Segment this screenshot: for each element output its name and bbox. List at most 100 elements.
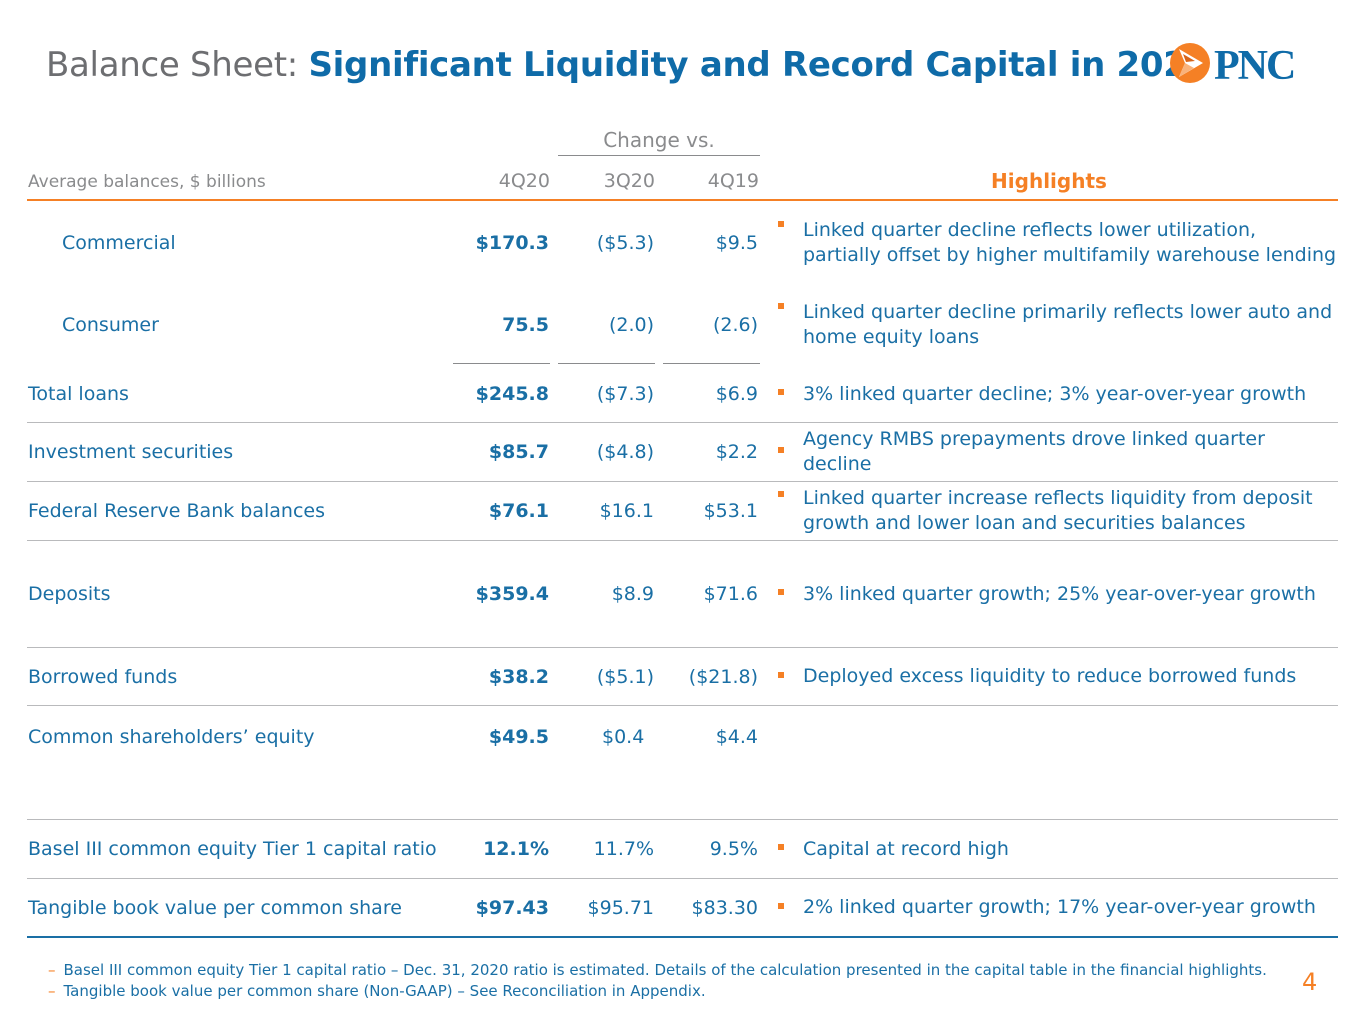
table-row-total-loans: Total loans $245.8 ($7.3) $6.9 3% linked… (0, 366, 1365, 422)
row-label: Investment securities (28, 441, 234, 463)
cell-4q19: $2.2 (715, 441, 758, 463)
cell-3q20: 11.7% (593, 838, 654, 860)
highlight: 3% linked quarter growth; 25% year-over-… (778, 541, 1338, 647)
table-row-investment-securities: Investment securities $85.7 ($4.8) $2.2 … (0, 423, 1365, 481)
cell-3q20: $95.71 (587, 896, 654, 919)
cell-4q20: $85.7 (488, 441, 549, 463)
cell-4q20: 12.1% (483, 838, 549, 860)
cell-4q19: $71.6 (703, 583, 758, 605)
col-header-4q19: 4Q19 (707, 170, 759, 192)
cell-3q20: ($5.1) (596, 665, 654, 688)
row-divider (27, 647, 1338, 648)
row-divider (27, 878, 1338, 879)
cell-4q20: $359.4 (475, 583, 549, 605)
row-divider (27, 819, 1338, 820)
bullet-icon (778, 589, 784, 595)
cell-4q19: $83.30 (691, 896, 758, 919)
row-label: Basel III common equity Tier 1 capital r… (28, 838, 437, 860)
highlight-text: 3% linked quarter decline; 3% year-over-… (803, 382, 1307, 405)
row-label: Common shareholders’ equity (28, 726, 315, 748)
subtotal-rule-4q20 (453, 363, 550, 364)
bullet-icon (778, 844, 784, 850)
table-row-deposits: Deposits $359.4 $8.9 $71.6 3% linked qua… (0, 541, 1365, 647)
bullet-icon (778, 491, 784, 497)
highlight-text: Capital at record high (803, 837, 1009, 860)
pnc-triangle-logo-icon (1170, 43, 1210, 83)
cell-4q20: $49.5 (488, 726, 549, 748)
col-header-3q20: 3Q20 (603, 170, 655, 192)
bullet-icon (778, 221, 784, 227)
logo-text: PNC (1214, 43, 1294, 86)
row-label: Deposits (28, 583, 111, 605)
bullet-icon (778, 303, 784, 309)
cell-3q20: $8.9 (611, 583, 654, 605)
cell-4q20: 75.5 (502, 314, 549, 336)
cell-3q20: $16.1 (599, 500, 654, 522)
row-label: Total loans (28, 383, 129, 405)
footnote-text: Basel III common equity Tier 1 capital r… (63, 961, 1267, 979)
footnote-text: Tangible book value per common share (No… (63, 982, 706, 1000)
highlight: Agency RMBS prepayments drove linked qua… (778, 423, 1338, 481)
highlight-text: Linked quarter increase reflects liquidi… (803, 487, 1313, 534)
row-label: Tangible book value per common share (28, 896, 402, 919)
cell-4q19: $9.5 (715, 232, 758, 254)
row-divider (27, 705, 1338, 706)
table-bottom-rule (27, 936, 1338, 938)
highlight-text: Linked quarter decline primarily reflect… (803, 301, 1333, 348)
footnote: – Tangible book value per common share (N… (48, 982, 706, 1000)
row-label: Borrowed funds (28, 665, 178, 688)
row-label: Consumer (62, 314, 159, 336)
highlights-header: Highlights (991, 169, 1107, 193)
table-row-basel-iii: Basel III common equity Tier 1 capital r… (0, 820, 1365, 878)
highlight: Linked quarter increase reflects liquidi… (778, 482, 1338, 540)
highlight: Linked quarter decline reflects lower ut… (778, 212, 1338, 274)
highlight: 2% linked quarter growth; 17% year-over-… (778, 879, 1338, 936)
footnotes: – Basel III common equity Tier 1 capital … (48, 960, 1267, 1002)
header-divider (27, 199, 1338, 201)
page-number: 4 (1302, 968, 1318, 996)
cell-4q20: $170.3 (475, 232, 549, 254)
highlight: Deployed excess liquidity to reduce borr… (778, 648, 1338, 705)
highlight-text: 2% linked quarter growth; 17% year-over-… (803, 896, 1316, 918)
title-lead: Balance Sheet: (46, 45, 309, 85)
cell-4q19: $53.1 (703, 500, 758, 522)
bullet-icon (778, 389, 784, 395)
cell-4q20: $245.8 (475, 383, 549, 405)
highlight: Capital at record high (778, 820, 1338, 878)
table-row-tangible-book-value: Tangible book value per common share $97… (0, 879, 1365, 936)
highlight-text: Deployed excess liquidity to reduce borr… (803, 665, 1297, 687)
cell-3q20: (2.0) (608, 314, 654, 336)
row-label: Federal Reserve Bank balances (28, 500, 325, 522)
highlight: Linked quarter decline primarily reflect… (778, 294, 1338, 356)
table-row-commercial: Commercial $170.3 ($5.3) $9.5 Linked qua… (0, 212, 1365, 274)
row-divider (27, 422, 1338, 423)
page-title: Balance Sheet: Significant Liquidity and… (46, 40, 1210, 90)
cell-3q20: ($7.3) (596, 383, 654, 405)
label-column-header: Average balances, $ billions (28, 172, 266, 192)
cell-3q20: $0.4 (602, 726, 645, 748)
cell-4q19: (2.6) (712, 314, 758, 336)
change-vs-header: Change vs. (603, 128, 715, 152)
col-header-4q20: 4Q20 (498, 170, 550, 192)
title-main: Significant Liquidity and Record Capital… (308, 45, 1210, 85)
cell-4q20: $76.1 (488, 500, 549, 522)
cell-4q19: ($21.8) (688, 665, 758, 688)
cell-4q19: 9.5% (709, 838, 758, 860)
subtotal-rule-3q20 (558, 363, 655, 364)
table-row-federal-reserve: Federal Reserve Bank balances $76.1 $16.… (0, 482, 1365, 540)
pnc-logo: PNC (1170, 40, 1320, 86)
cell-3q20: ($5.3) (596, 232, 654, 254)
highlight-text: Agency RMBS prepayments drove linked qua… (803, 428, 1265, 475)
footnote: – Basel III common equity Tier 1 capital … (48, 961, 1267, 979)
highlight: 3% linked quarter decline; 3% year-over-… (778, 366, 1338, 422)
change-header-divider (558, 155, 760, 156)
table-row-shareholders-equity: Common shareholders’ equity $49.5 $0.4 $… (0, 708, 1365, 766)
cell-3q20: ($4.8) (596, 441, 654, 463)
row-label: Commercial (62, 232, 176, 254)
highlight-text: 3% linked quarter growth; 25% year-over-… (803, 582, 1316, 605)
bullet-icon (778, 447, 784, 453)
cell-4q20: $97.43 (475, 896, 549, 919)
table-row-borrowed-funds: Borrowed funds $38.2 ($5.1) ($21.8) Depl… (0, 648, 1365, 705)
highlight-text: Linked quarter decline reflects lower ut… (803, 219, 1337, 266)
row-divider (27, 540, 1338, 541)
